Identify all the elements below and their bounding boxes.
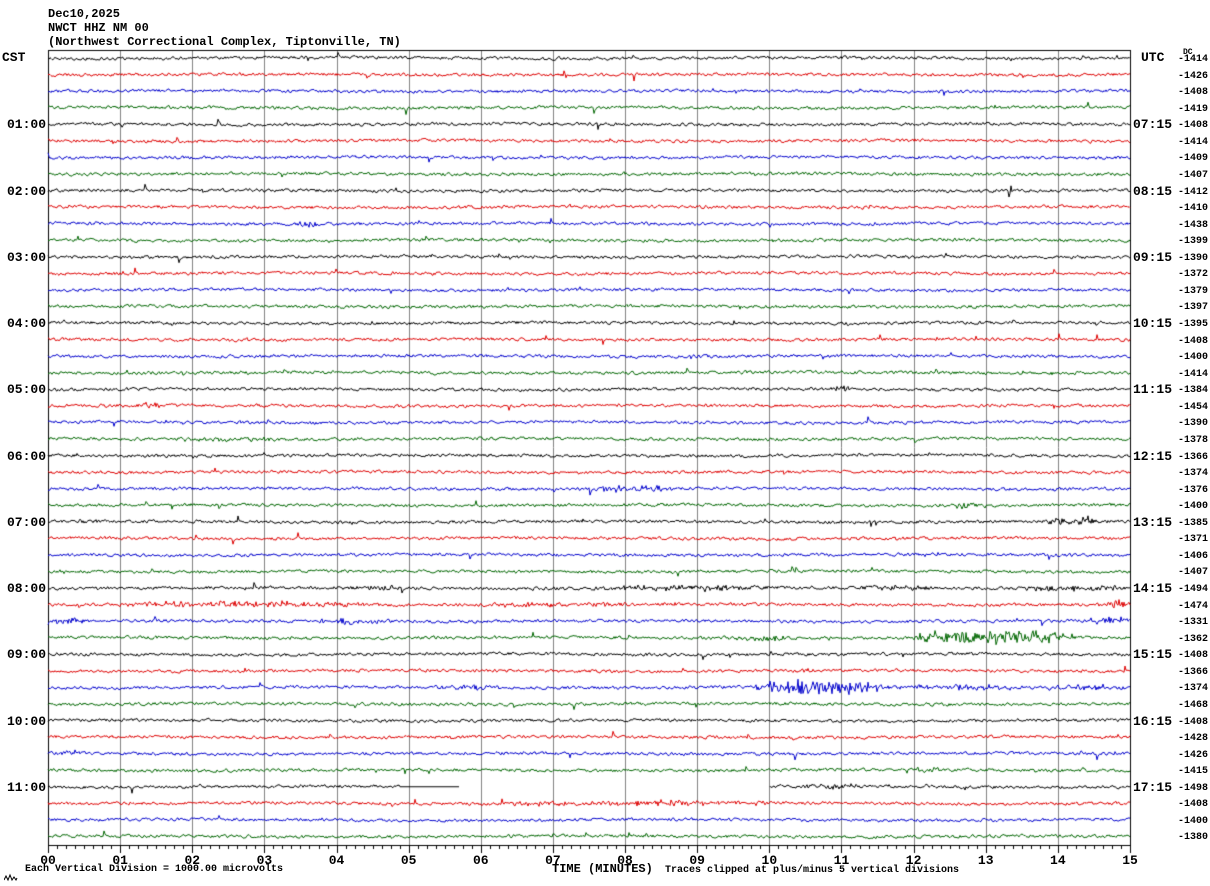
dc-offset-value: -1400 xyxy=(1177,352,1208,364)
x-tick-label: 07 xyxy=(545,853,561,868)
cst-hour-label: 05:00 xyxy=(6,382,46,398)
logo-mark xyxy=(4,873,18,882)
x-tick-label: 12 xyxy=(905,853,922,868)
dc-offset-value: -1408 xyxy=(1177,650,1208,662)
dc-offset-value: -1390 xyxy=(1177,418,1208,430)
x-tick-label: 03 xyxy=(256,853,273,868)
dc-offset-value: -1498 xyxy=(1177,782,1208,794)
utc-hour-label: 11:15 xyxy=(1133,382,1173,398)
dc-offset-value: -1379 xyxy=(1177,285,1208,297)
x-tick-label: 10 xyxy=(761,853,778,868)
dc-offset-value: -1408 xyxy=(1177,120,1208,132)
utc-hour-label: 09:15 xyxy=(1133,249,1173,265)
x-tick-label: 11 xyxy=(833,853,850,868)
dc-offset-value: -1374 xyxy=(1177,683,1208,695)
x-tick-label: 02 xyxy=(184,853,201,868)
dc-offset-value: -1428 xyxy=(1177,733,1208,745)
x-tick-label: 08 xyxy=(617,853,633,868)
utc-hour-label: 14:15 xyxy=(1133,581,1173,596)
dc-offset-value: -1374 xyxy=(1177,468,1208,480)
dc-offset-value: -1378 xyxy=(1177,434,1208,446)
utc-hour-label: 10:15 xyxy=(1133,316,1173,331)
dc-offset-value: -1384 xyxy=(1177,385,1208,397)
cst-hour-label: 11:00 xyxy=(6,779,46,795)
dc-offset-value: -1397 xyxy=(1177,302,1208,314)
dc-offset-value: -1408 xyxy=(1177,716,1208,728)
dc-offset-value: -1415 xyxy=(1177,766,1208,778)
cst-hour-label: 06:00 xyxy=(6,448,46,464)
utc-hour-label: 12:15 xyxy=(1133,448,1173,464)
title-station: NWCT HHZ NM 00 xyxy=(48,21,149,35)
dc-offset-value: -1426 xyxy=(1177,749,1208,761)
dc-offset-value: -1414 xyxy=(1177,136,1208,148)
cst-hour-label: 08:00 xyxy=(6,581,46,596)
dc-offset-value: -1390 xyxy=(1177,252,1208,264)
dc-offset-value: -1406 xyxy=(1177,550,1208,562)
utc-hour-label: 16:15 xyxy=(1133,713,1173,729)
dc-offset-value: -1395 xyxy=(1177,319,1208,330)
dc-offset-value: -1400 xyxy=(1177,501,1208,513)
dc-offset-value: -1409 xyxy=(1177,153,1208,165)
x-tick-label: 15 xyxy=(1122,853,1138,868)
utc-hour-label: 15:15 xyxy=(1133,647,1173,663)
utc-hour-label: 13:15 xyxy=(1133,514,1173,530)
utc-column-header: UTC xyxy=(1141,50,1165,65)
dc-offset-value: -1376 xyxy=(1177,484,1208,496)
cst-hour-label: 09:00 xyxy=(6,647,46,663)
dc-offset-value: -1408 xyxy=(1177,87,1208,99)
x-tick-label: 09 xyxy=(689,853,705,868)
dc-offset-value: -1331 xyxy=(1177,617,1208,629)
x-tick-label: 14 xyxy=(1050,853,1066,868)
dc-offset-value: -1408 xyxy=(1177,335,1208,347)
x-axis-title: TIME (MINUTES) xyxy=(552,862,653,876)
dc-offset-value: -1366 xyxy=(1177,666,1208,678)
dc-offset-value: -1414 xyxy=(1177,54,1208,65)
dc-offset-value: -1412 xyxy=(1177,186,1208,198)
dc-offset-value: -1410 xyxy=(1177,203,1208,215)
x-tick-label: 13 xyxy=(977,853,994,868)
cst-column-header: CST xyxy=(2,50,26,65)
dc-offset-value: -1494 xyxy=(1177,584,1208,595)
dc-column-header: DC xyxy=(1183,48,1193,57)
dc-offset-value: -1426 xyxy=(1177,70,1208,82)
x-tick-label: 05 xyxy=(400,853,417,868)
x-tick-label: 00 xyxy=(40,853,56,868)
x-tick-label: 06 xyxy=(472,853,489,868)
dc-offset-value: -1468 xyxy=(1177,699,1208,711)
utc-hour-label: 17:15 xyxy=(1133,779,1173,795)
dc-offset-value: -1414 xyxy=(1177,368,1208,380)
dc-offset-value: -1408 xyxy=(1177,799,1208,811)
dc-offset-value: -1362 xyxy=(1177,633,1208,645)
cst-hour-label: 02:00 xyxy=(6,183,46,199)
dc-offset-value: -1399 xyxy=(1177,236,1208,248)
x-tick-label: 01 xyxy=(112,853,128,868)
dc-offset-value: -1372 xyxy=(1177,269,1208,281)
dc-offset-value: -1474 xyxy=(1177,600,1208,612)
title-date: Dec10,2025 xyxy=(48,7,121,21)
x-tick-label: 04 xyxy=(328,853,345,868)
dc-offset-value: -1438 xyxy=(1177,219,1208,231)
dc-offset-value: -1366 xyxy=(1177,451,1208,463)
dc-offset-value: -1407 xyxy=(1177,169,1208,181)
dc-offset-value: -1400 xyxy=(1177,815,1208,827)
cst-hour-label: 07:00 xyxy=(6,514,46,530)
utc-hour-label: 07:15 xyxy=(1133,117,1173,133)
vertical-division-note: Each Vertical Division = 1000.00 microvo… xyxy=(25,864,284,875)
title-location: (Northwest Correctional Complex, Tiptonv… xyxy=(48,35,401,49)
utc-hour-label: 08:15 xyxy=(1133,183,1173,199)
dc-offset-value: -1371 xyxy=(1177,534,1208,546)
cst-hour-label: 04:00 xyxy=(6,316,46,331)
cst-hour-label: 03:00 xyxy=(6,249,46,265)
dc-offset-value: -1454 xyxy=(1177,401,1208,413)
clip-note: Traces clipped at plus/minus 5 vertical … xyxy=(665,865,960,876)
cst-hour-label: 10:00 xyxy=(6,713,46,729)
dc-offset-value: -1407 xyxy=(1177,567,1208,579)
cst-hour-label: 01:00 xyxy=(6,117,46,133)
dc-offset-value: -1385 xyxy=(1177,517,1208,529)
dc-offset-value: -1419 xyxy=(1177,103,1208,115)
dc-offset-value: -1380 xyxy=(1177,832,1208,844)
